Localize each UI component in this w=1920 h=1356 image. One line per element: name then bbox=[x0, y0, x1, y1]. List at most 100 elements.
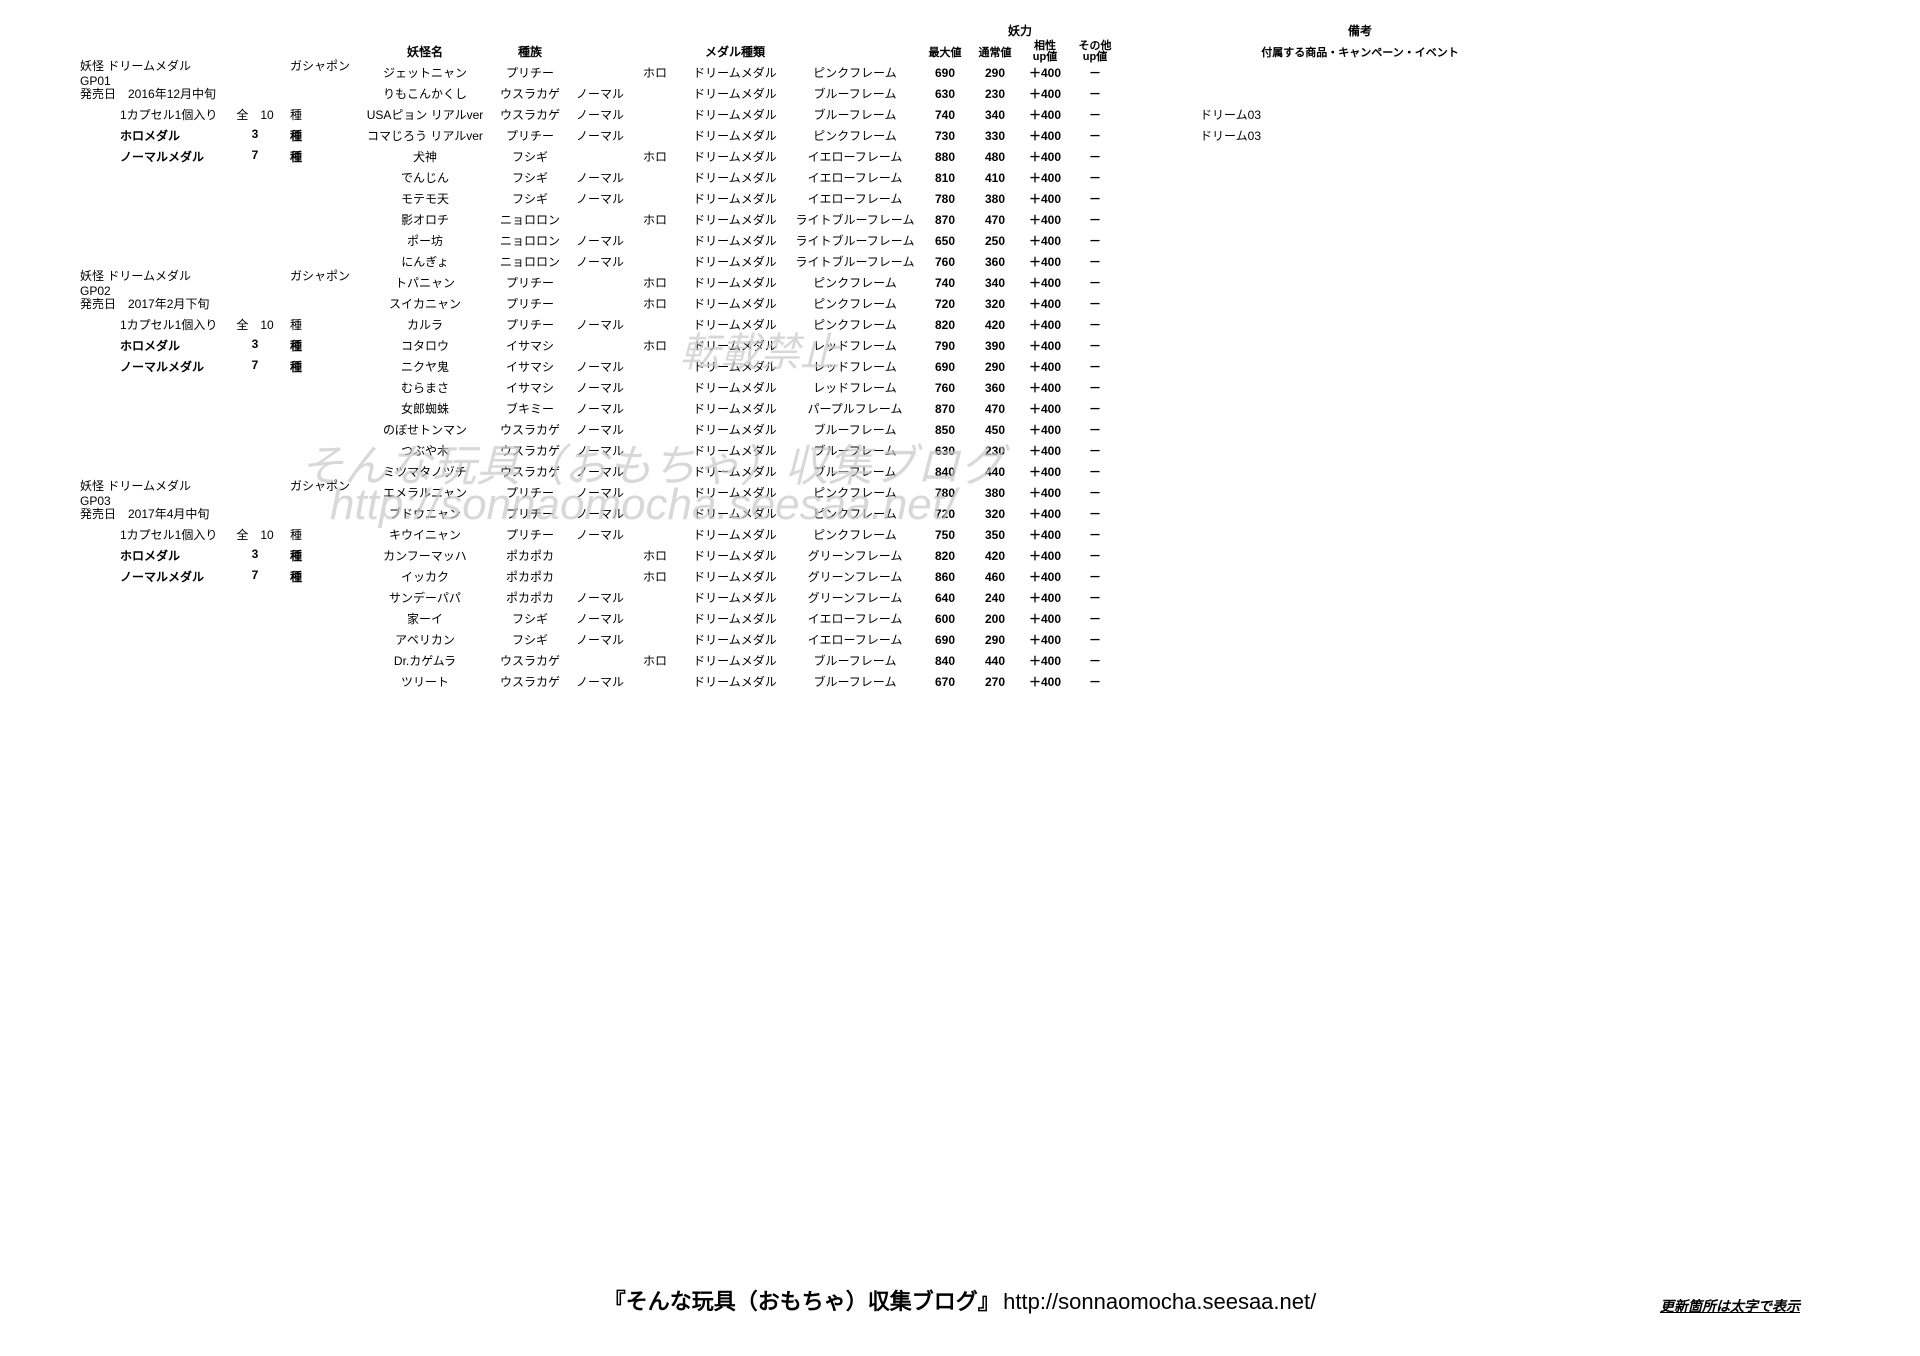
header-max: 最大値 bbox=[920, 44, 970, 60]
affinity-value: ＋400 bbox=[1020, 148, 1070, 165]
tribe: ニョロロン bbox=[490, 232, 570, 249]
affinity-value: ＋400 bbox=[1020, 64, 1070, 81]
holo-flag: ホロ bbox=[630, 295, 680, 312]
left-count: 全 10 bbox=[220, 316, 290, 333]
normal-flag: ノーマル bbox=[570, 253, 630, 270]
normal-value: 230 bbox=[970, 87, 1020, 101]
tribe: ポカポカ bbox=[490, 589, 570, 606]
max-value: 720 bbox=[920, 297, 970, 311]
medal-type: ドリームメダル bbox=[680, 589, 790, 606]
youkai-name: のぼせトンマン bbox=[360, 421, 490, 438]
normal-value: 390 bbox=[970, 339, 1020, 353]
table-row: 妖怪 ドリームメダル GP03ガシャポンエメラルニャンプリチーノーマルドリームメ… bbox=[60, 482, 1860, 503]
table-row: ポー坊ニョロロンノーマルドリームメダルライトブルーフレーム650250＋400－ bbox=[60, 230, 1860, 251]
left-info: 発売日 2016年12月中旬 bbox=[60, 85, 360, 102]
frame: ピンクフレーム bbox=[790, 484, 920, 501]
max-value: 740 bbox=[920, 108, 970, 122]
frame: レッドフレーム bbox=[790, 358, 920, 375]
left-info: ホロメダル3種 bbox=[60, 547, 360, 564]
left-count: 3 bbox=[220, 127, 290, 144]
medal-type: ドリームメダル bbox=[680, 484, 790, 501]
normal-value: 340 bbox=[970, 276, 1020, 290]
tribe: プリチー bbox=[490, 64, 570, 81]
normal-flag: ノーマル bbox=[570, 106, 630, 123]
left-unit bbox=[290, 505, 360, 522]
medal-type: ドリームメダル bbox=[680, 652, 790, 669]
left-unit: 種 bbox=[290, 106, 360, 123]
youkai-name: ニクヤ鬼 bbox=[360, 358, 490, 375]
other-value: － bbox=[1070, 526, 1120, 543]
youkai-name: 犬神 bbox=[360, 148, 490, 165]
left-count: 3 bbox=[220, 547, 290, 564]
other-value: － bbox=[1070, 589, 1120, 606]
normal-value: 230 bbox=[970, 444, 1020, 458]
other-value: － bbox=[1070, 631, 1120, 648]
tribe: ウスラカゲ bbox=[490, 421, 570, 438]
max-value: 600 bbox=[920, 612, 970, 626]
tribe: ウスラカゲ bbox=[490, 652, 570, 669]
normal-value: 360 bbox=[970, 381, 1020, 395]
normal-value: 350 bbox=[970, 528, 1020, 542]
affinity-value: ＋400 bbox=[1020, 547, 1070, 564]
medal-type: ドリームメダル bbox=[680, 568, 790, 585]
normal-value: 420 bbox=[970, 549, 1020, 563]
other-value: － bbox=[1070, 610, 1120, 627]
youkai-name: 家ーイ bbox=[360, 610, 490, 627]
left-count: 7 bbox=[220, 358, 290, 375]
youkai-name: 影オロチ bbox=[360, 211, 490, 228]
other-value: － bbox=[1070, 232, 1120, 249]
youkai-name: エメラルニャン bbox=[360, 484, 490, 501]
left-info: 1カプセル1個入り全 10種 bbox=[60, 526, 360, 543]
table-row: Dr.カゲムラウスラカゲホロドリームメダルブルーフレーム840440＋400－ bbox=[60, 650, 1860, 671]
youkai-name: Dr.カゲムラ bbox=[360, 652, 490, 669]
frame: ブルーフレーム bbox=[790, 652, 920, 669]
max-value: 850 bbox=[920, 423, 970, 437]
max-value: 870 bbox=[920, 402, 970, 416]
youkai-name: つぶや木 bbox=[360, 442, 490, 459]
normal-flag: ノーマル bbox=[570, 484, 630, 501]
max-value: 630 bbox=[920, 87, 970, 101]
left-count: 3 bbox=[220, 337, 290, 354]
frame: グリーンフレーム bbox=[790, 547, 920, 564]
table-row: サンデーパパポカポカノーマルドリームメダルグリーンフレーム640240＋400－ bbox=[60, 587, 1860, 608]
other-value: － bbox=[1070, 295, 1120, 312]
max-value: 870 bbox=[920, 213, 970, 227]
frame: ピンクフレーム bbox=[790, 64, 920, 81]
max-value: 880 bbox=[920, 150, 970, 164]
medal-type: ドリームメダル bbox=[680, 85, 790, 102]
medal-type: ドリームメダル bbox=[680, 253, 790, 270]
normal-value: 240 bbox=[970, 591, 1020, 605]
affinity-value: ＋400 bbox=[1020, 505, 1070, 522]
medal-type: ドリームメダル bbox=[680, 211, 790, 228]
max-value: 750 bbox=[920, 528, 970, 542]
youkai-name: スイカニャン bbox=[360, 295, 490, 312]
max-value: 840 bbox=[920, 654, 970, 668]
frame: ピンクフレーム bbox=[790, 127, 920, 144]
frame: イエローフレーム bbox=[790, 190, 920, 207]
youkai-name: コタロウ bbox=[360, 337, 490, 354]
footer-url: http://sonnaomocha.seesaa.net/ bbox=[1003, 1289, 1316, 1314]
frame: ピンクフレーム bbox=[790, 274, 920, 291]
left-unit: 種 bbox=[290, 127, 360, 144]
affinity-value: ＋400 bbox=[1020, 631, 1070, 648]
tribe: ブキミー bbox=[490, 400, 570, 417]
header-remarks: 備考 bbox=[1120, 22, 1520, 39]
frame: イエローフレーム bbox=[790, 631, 920, 648]
tribe: イサマシ bbox=[490, 358, 570, 375]
affinity-value: ＋400 bbox=[1020, 484, 1070, 501]
table-row: 1カプセル1個入り全 10種キウイニャンプリチーノーマルドリームメダルピンクフレ… bbox=[60, 524, 1860, 545]
left-label: 妖怪 ドリームメダル GP03 bbox=[60, 477, 220, 508]
other-value: － bbox=[1070, 148, 1120, 165]
affinity-value: ＋400 bbox=[1020, 169, 1070, 186]
frame: イエローフレーム bbox=[790, 610, 920, 627]
normal-flag: ノーマル bbox=[570, 505, 630, 522]
youkai-name: サンデーパパ bbox=[360, 589, 490, 606]
affinity-value: ＋400 bbox=[1020, 211, 1070, 228]
other-value: － bbox=[1070, 484, 1120, 501]
holo-flag: ホロ bbox=[630, 337, 680, 354]
affinity-value: ＋400 bbox=[1020, 400, 1070, 417]
max-value: 790 bbox=[920, 339, 970, 353]
tribe: ウスラカゲ bbox=[490, 442, 570, 459]
max-value: 690 bbox=[920, 66, 970, 80]
holo-flag: ホロ bbox=[630, 547, 680, 564]
